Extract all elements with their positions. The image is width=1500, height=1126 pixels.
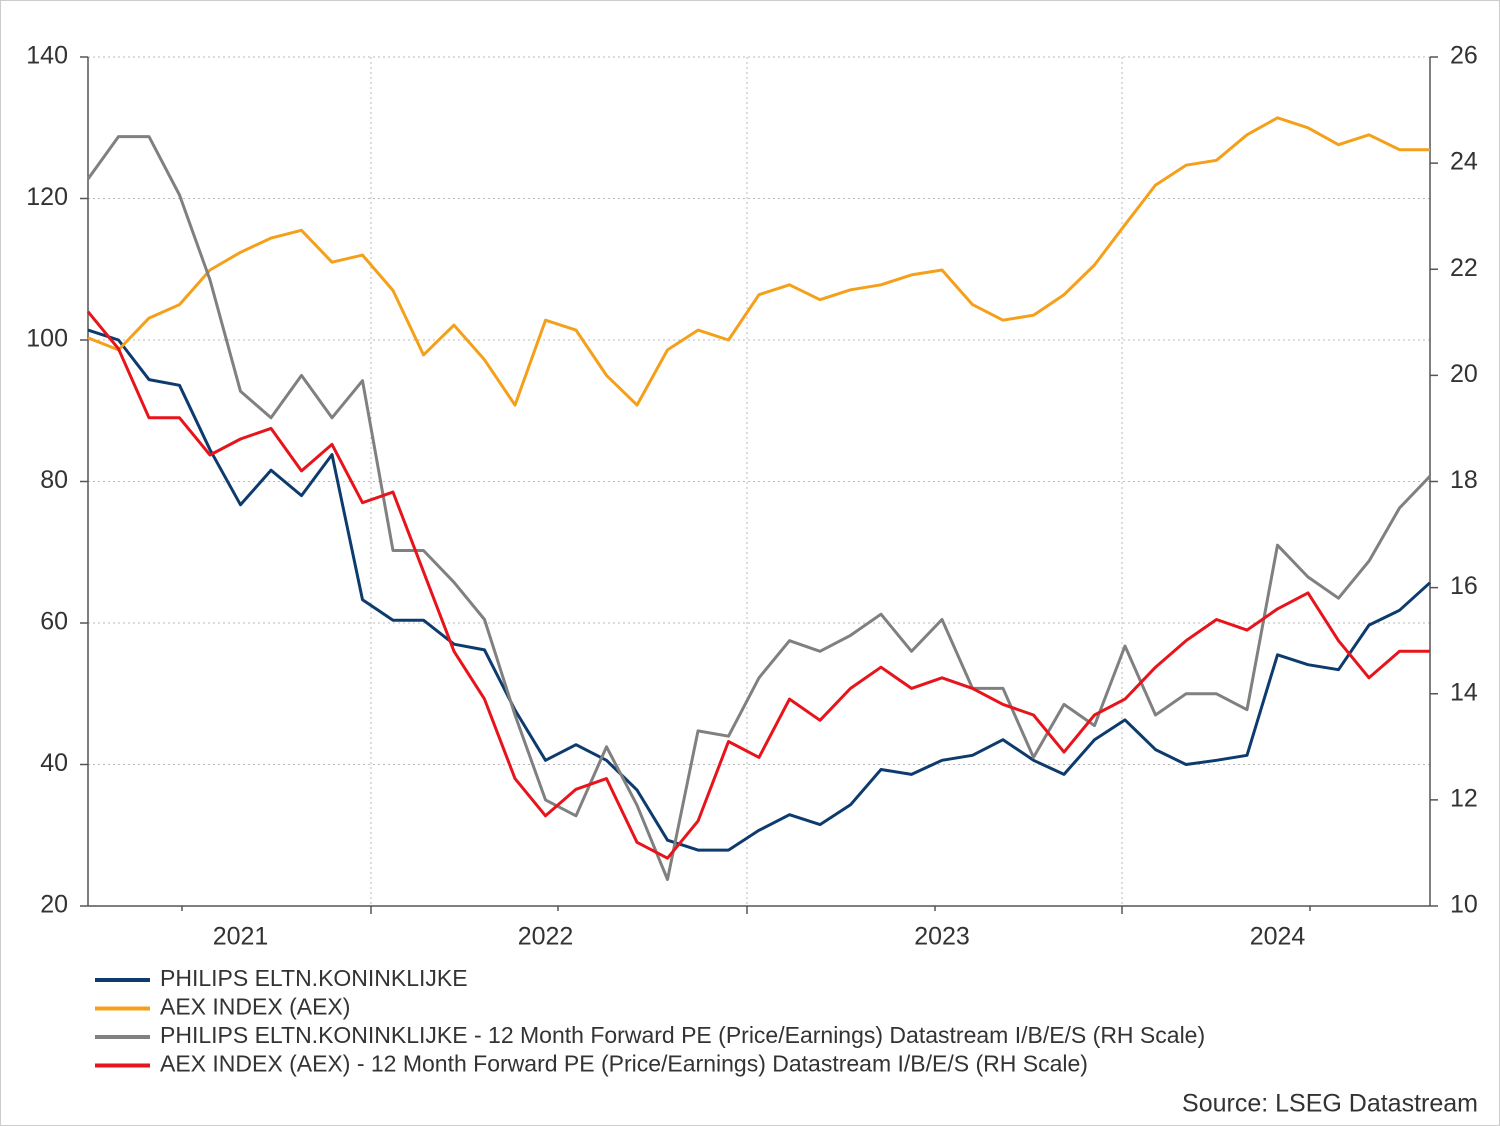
x-tick-label: 2023 [914,923,970,951]
legend-label: AEX INDEX (AEX) [160,994,350,1020]
series-line [87,116,1430,407]
y-tick-label: 120 [26,183,68,211]
x-tick-label: 2021 [213,923,269,951]
legend-label: PHILIPS ELTN.KONINKLIJKE - 12 Month Forw… [160,1022,1205,1048]
legend-label: PHILIPS ELTN.KONINKLIJKE [160,965,468,991]
y2-tick-label: 20 [1450,360,1478,388]
y-tick-label: 20 [40,891,68,919]
y-tick-label: 80 [40,466,68,494]
series-line [87,328,1432,852]
year-dividers [370,57,1123,906]
y-tick-label: 40 [40,749,68,777]
y2-tick-label: 22 [1450,254,1478,282]
y2-tick-label: 26 [1450,42,1478,70]
legend-label: AEX INDEX (AEX) - 12 Month Forward PE (P… [160,1051,1088,1077]
y2-tick-label: 18 [1450,466,1478,494]
x-tick-label: 2022 [518,923,574,951]
x-tick-label: 2024 [1250,923,1306,951]
source: Source: LSEG Datastream [1182,1090,1478,1118]
series-line [86,310,1430,860]
y2-tick-label: 12 [1450,784,1478,812]
y2-tick-label: 14 [1450,678,1478,706]
y2-tick-label: 16 [1450,572,1478,600]
y-tick-label: 140 [26,42,68,70]
y-tick-label: 60 [40,608,68,636]
y2-tick-label: 24 [1450,148,1478,176]
year-ticks [181,906,1311,914]
y-tick-label: 100 [26,325,68,353]
y2-tick-label: 10 [1450,891,1478,919]
series-line [86,135,1432,881]
